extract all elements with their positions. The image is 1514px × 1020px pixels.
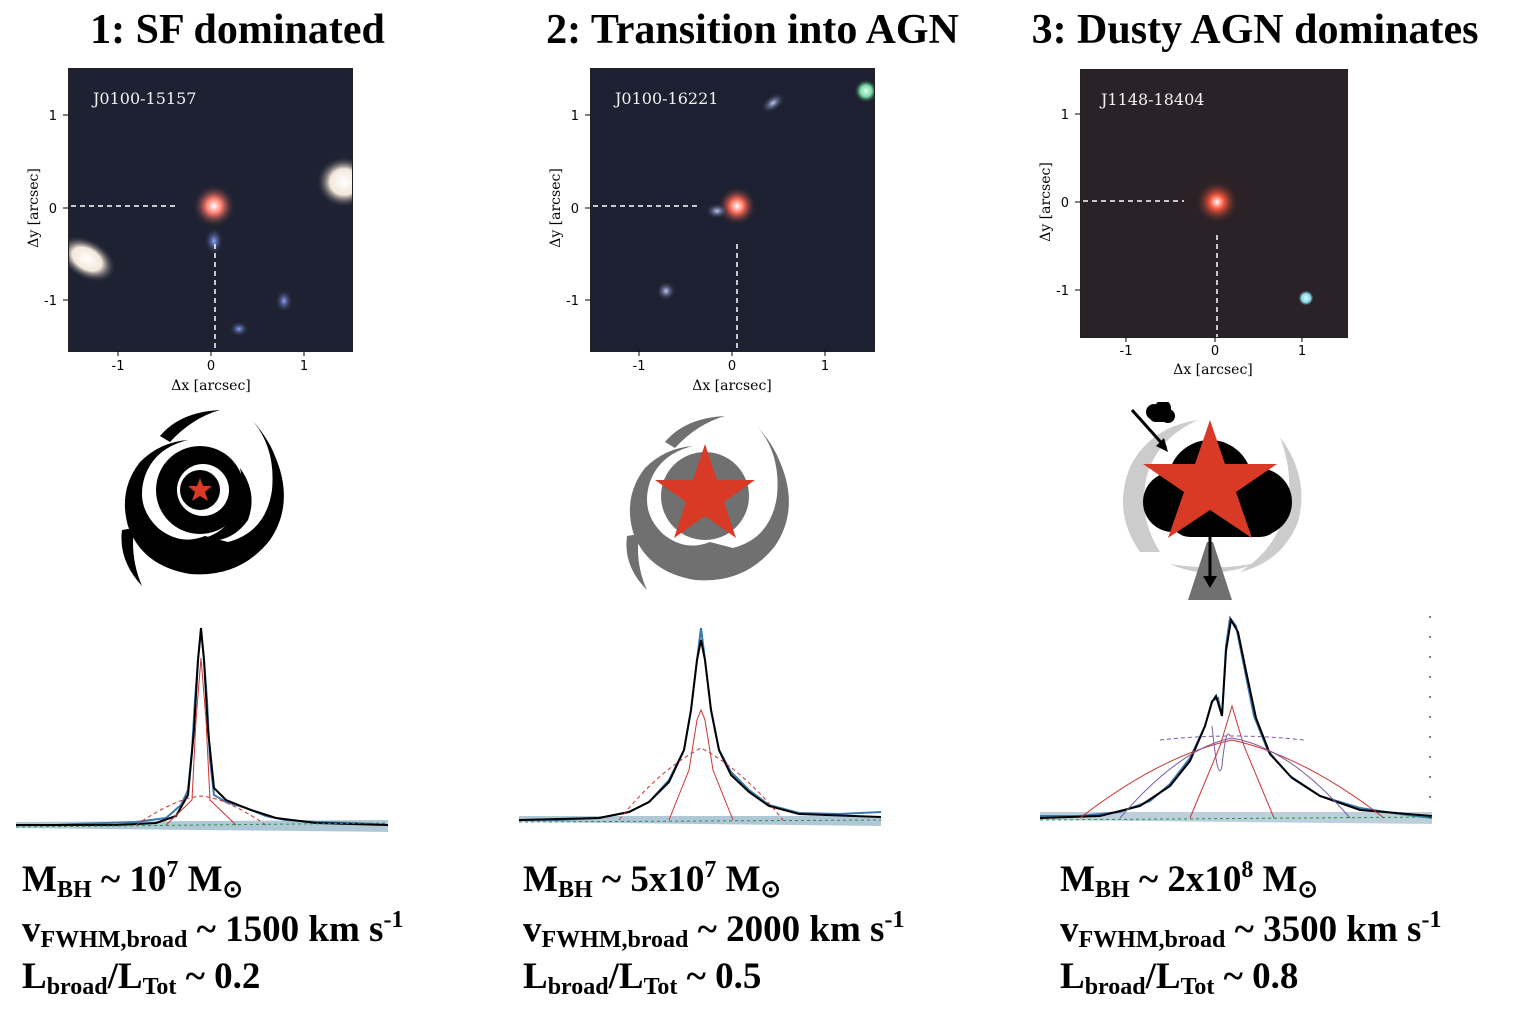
xtick: 1 bbox=[821, 359, 829, 374]
panel-transition-into-agn: 2: Transition into AGN J0 bbox=[505, 0, 1010, 1020]
xtick: 1 bbox=[300, 359, 308, 374]
xtick: -1 bbox=[1120, 344, 1133, 359]
vfwhm-line: vFWHM,broad ~ 2000 km s-1 bbox=[523, 907, 905, 953]
xtick: -1 bbox=[112, 359, 125, 374]
object-name: J0100-15157 bbox=[93, 89, 197, 108]
x-axis-label: Δx [arcsec] bbox=[171, 378, 251, 394]
object-name: J1148-18404 bbox=[1101, 90, 1205, 109]
x-axis-label: Δx [arcsec] bbox=[1173, 362, 1253, 378]
panel-sf-dominated: 1: SF dominated J0 bbox=[0, 0, 505, 1020]
y-axis-label: Δy [arcsec] bbox=[1038, 162, 1054, 242]
star-icon bbox=[188, 478, 212, 501]
ytick: 1 bbox=[49, 109, 57, 124]
image-axes: 1 0 -1 -1 0 1 Δx [arcsec] Δy [arcsec] bbox=[548, 109, 829, 394]
measurements: MBH ~ 107 M⊙ vFWHM,broad ~ 1500 km s-1 L… bbox=[22, 858, 403, 1008]
cutout-image: J0100-15157 bbox=[68, 68, 353, 352]
star-icon bbox=[1143, 420, 1277, 538]
xtick: 0 bbox=[728, 359, 736, 374]
mbh-line: MBH ~ 2x108 M⊙ bbox=[1060, 857, 1318, 903]
x-axis-label: Δx [arcsec] bbox=[692, 378, 772, 394]
ytick: 0 bbox=[1061, 196, 1069, 211]
star-icon bbox=[655, 444, 755, 538]
emission-line-spectrum bbox=[1040, 615, 1432, 824]
measurements: MBH ~ 2x108 M⊙ vFWHM,broad ~ 3500 km s-1… bbox=[1060, 858, 1441, 1008]
xtick: 0 bbox=[1211, 344, 1219, 359]
vfwhm-line: vFWHM,broad ~ 1500 km s-1 bbox=[22, 907, 404, 953]
panel-title: 1: SF dominated bbox=[90, 7, 385, 53]
image-axes: 1 0 -1 -1 0 1 Δx [arcsec] Δy [arcsec] bbox=[1038, 108, 1306, 378]
ytick: 0 bbox=[49, 202, 57, 217]
cutout-image: J0100-16221 bbox=[590, 68, 875, 352]
cutout-image: J1148-18404 bbox=[1080, 69, 1348, 338]
spiral-galaxy-small-star-icon bbox=[121, 410, 284, 586]
emission-line-spectrum bbox=[16, 627, 388, 832]
measurements: MBH ~ 5x107 M⊙ vFWHM,broad ~ 2000 km s-1… bbox=[523, 858, 904, 1008]
ytick: 1 bbox=[571, 109, 579, 124]
ytick: 0 bbox=[571, 202, 579, 217]
mbh-line: MBH ~ 5x107 M⊙ bbox=[523, 857, 781, 903]
xtick: 0 bbox=[207, 359, 215, 374]
cutout-image-art bbox=[591, 69, 874, 351]
luminosity-ratio-line: Lbroad/LTot ~ 0.5 bbox=[523, 956, 762, 1000]
y-axis-label: Δy [arcsec] bbox=[26, 168, 42, 248]
emission-line-spectrum bbox=[519, 627, 881, 826]
xtick: 1 bbox=[1298, 344, 1306, 359]
panel-dusty-agn-dominates: 3: Dusty AGN dominates J1148-18404 1 0 -… bbox=[1010, 0, 1514, 1020]
panel-title: 3: Dusty AGN dominates bbox=[1031, 7, 1479, 53]
ytick: -1 bbox=[44, 294, 57, 309]
image-axes: 1 0 -1 -1 0 1 Δx [arcsec] Δy [arcsec] bbox=[26, 109, 308, 394]
vfwhm-line: vFWHM,broad ~ 3500 km s-1 bbox=[1060, 907, 1442, 953]
cutout-image-art bbox=[1081, 70, 1347, 337]
luminosity-ratio-line: Lbroad/LTot ~ 0.8 bbox=[1060, 956, 1299, 1000]
xtick: -1 bbox=[633, 359, 646, 374]
grey-spiral-large-star-icon bbox=[626, 416, 789, 590]
ytick: -1 bbox=[1056, 284, 1069, 299]
luminosity-ratio-line: Lbroad/LTot ~ 0.2 bbox=[22, 956, 261, 1000]
dusty-agn-cloud-star-icon bbox=[1122, 402, 1302, 600]
ytick: 1 bbox=[1061, 108, 1069, 123]
y-axis-label: Δy [arcsec] bbox=[548, 168, 564, 248]
panel-title: 2: Transition into AGN bbox=[546, 7, 959, 53]
mbh-line: MBH ~ 107 M⊙ bbox=[22, 857, 243, 903]
cutout-image-art bbox=[69, 69, 352, 351]
object-name: J0100-16221 bbox=[615, 89, 719, 108]
ytick: -1 bbox=[566, 294, 579, 309]
